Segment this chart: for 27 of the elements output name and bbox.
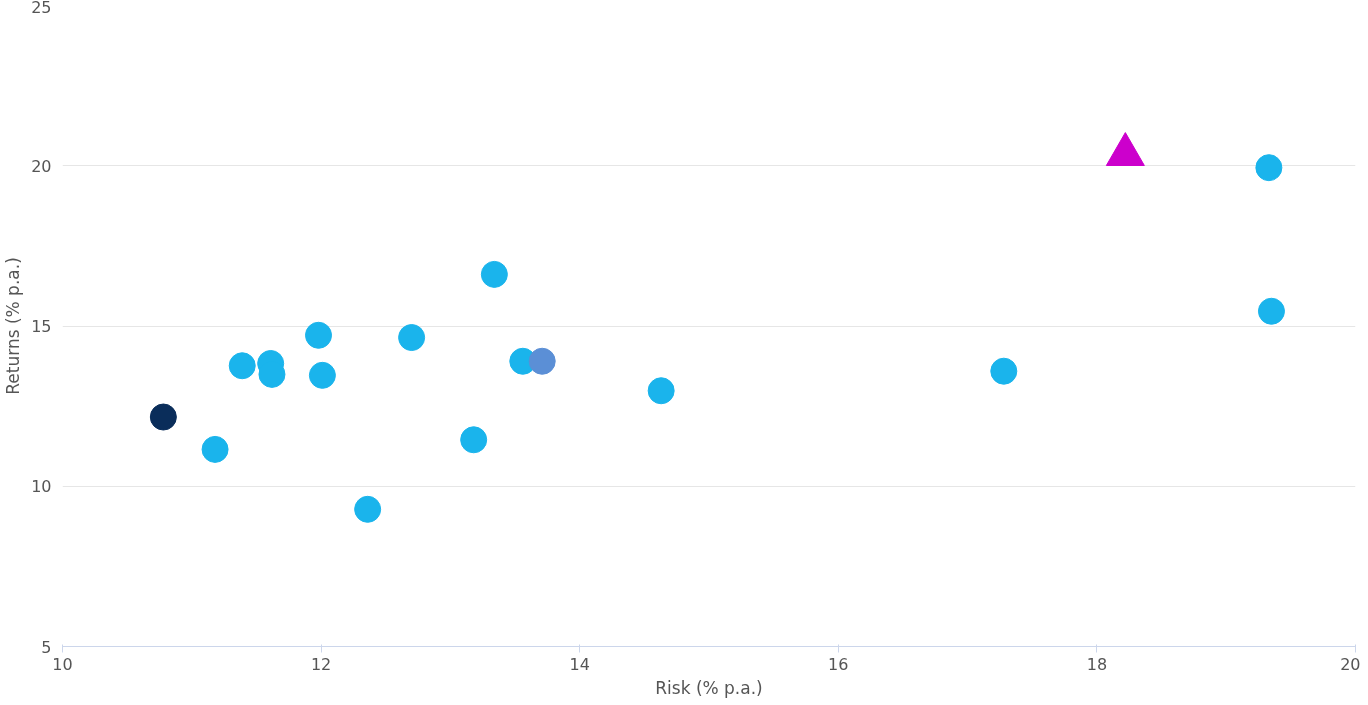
point: [228, 352, 256, 380]
point: [480, 260, 508, 288]
point: [305, 321, 333, 349]
y-tick-label: 15: [31, 317, 52, 336]
x-tick-label: 18: [1086, 654, 1108, 674]
point: [1255, 154, 1283, 182]
point: [354, 495, 382, 523]
x-tick-label: 10: [52, 654, 73, 674]
point: [201, 435, 229, 463]
point: [398, 324, 426, 352]
point: [528, 347, 556, 375]
point: [1257, 297, 1285, 325]
y-tick-label: 20: [31, 156, 52, 176]
y-axis-title: Returns (% p.a.): [3, 257, 24, 395]
point: [990, 357, 1018, 385]
y-tick-label: 10: [31, 477, 52, 497]
point: [149, 403, 177, 431]
point: [308, 361, 336, 389]
x-tick-label: 14: [569, 654, 590, 674]
x-tick-label: 16: [828, 654, 849, 674]
x-tick-label: 20: [1340, 654, 1361, 674]
x-axis-title: Risk (% p.a.): [655, 677, 763, 698]
y-tick-label: 25: [31, 0, 52, 17]
x-tick-label: 12: [310, 654, 332, 674]
point: [460, 426, 488, 454]
point: [647, 377, 675, 405]
y-tick-label: 5: [41, 637, 52, 657]
